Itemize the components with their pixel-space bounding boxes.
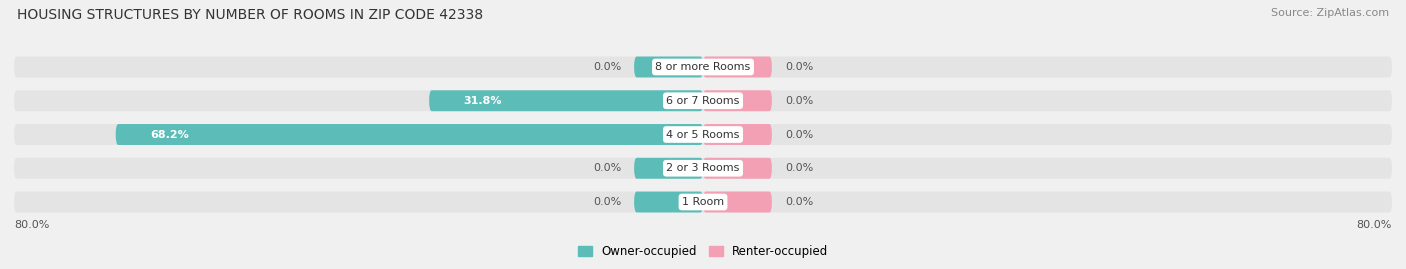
Text: 68.2%: 68.2%: [150, 129, 188, 140]
Text: 0.0%: 0.0%: [593, 62, 621, 72]
FancyBboxPatch shape: [14, 192, 1392, 213]
Text: 0.0%: 0.0%: [785, 62, 813, 72]
Text: 0.0%: 0.0%: [593, 163, 621, 173]
FancyBboxPatch shape: [703, 192, 772, 213]
FancyBboxPatch shape: [703, 56, 772, 77]
Text: 1 Room: 1 Room: [682, 197, 724, 207]
Text: 2 or 3 Rooms: 2 or 3 Rooms: [666, 163, 740, 173]
FancyBboxPatch shape: [429, 90, 703, 111]
Text: 0.0%: 0.0%: [785, 163, 813, 173]
FancyBboxPatch shape: [14, 158, 1392, 179]
Text: 31.8%: 31.8%: [464, 96, 502, 106]
FancyBboxPatch shape: [115, 124, 703, 145]
Text: 0.0%: 0.0%: [593, 197, 621, 207]
FancyBboxPatch shape: [703, 124, 772, 145]
FancyBboxPatch shape: [14, 56, 1392, 77]
Text: 80.0%: 80.0%: [14, 220, 49, 230]
Text: 0.0%: 0.0%: [785, 96, 813, 106]
FancyBboxPatch shape: [14, 90, 1392, 111]
Text: 0.0%: 0.0%: [785, 197, 813, 207]
Text: HOUSING STRUCTURES BY NUMBER OF ROOMS IN ZIP CODE 42338: HOUSING STRUCTURES BY NUMBER OF ROOMS IN…: [17, 8, 484, 22]
Text: 80.0%: 80.0%: [1357, 220, 1392, 230]
Text: 6 or 7 Rooms: 6 or 7 Rooms: [666, 96, 740, 106]
FancyBboxPatch shape: [703, 158, 772, 179]
FancyBboxPatch shape: [634, 192, 703, 213]
FancyBboxPatch shape: [703, 90, 772, 111]
Text: 4 or 5 Rooms: 4 or 5 Rooms: [666, 129, 740, 140]
FancyBboxPatch shape: [14, 124, 1392, 145]
Text: 8 or more Rooms: 8 or more Rooms: [655, 62, 751, 72]
Text: 0.0%: 0.0%: [785, 129, 813, 140]
FancyBboxPatch shape: [634, 56, 703, 77]
FancyBboxPatch shape: [634, 158, 703, 179]
Text: Source: ZipAtlas.com: Source: ZipAtlas.com: [1271, 8, 1389, 18]
Legend: Owner-occupied, Renter-occupied: Owner-occupied, Renter-occupied: [572, 240, 834, 263]
